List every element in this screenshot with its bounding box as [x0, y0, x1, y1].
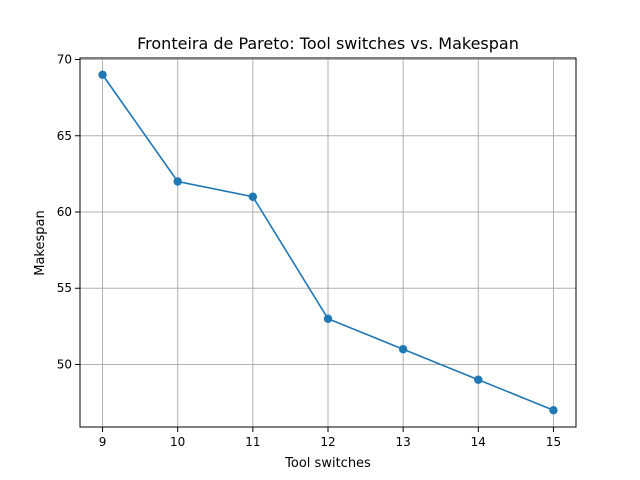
grid [80, 58, 576, 427]
data-point [474, 375, 483, 384]
data-point [398, 345, 408, 354]
data-point [323, 314, 333, 323]
y-tick-label: 65 [57, 129, 72, 143]
plot-area [98, 70, 558, 415]
y-tick-label: 55 [57, 281, 72, 295]
x-tick-label: 14 [471, 435, 486, 449]
data-point [549, 406, 558, 415]
y-axis: 50 55 60 65 70 [57, 53, 80, 371]
x-tick-label: 10 [170, 435, 185, 449]
y-axis-label: Makespan [33, 210, 48, 275]
x-tick-label: 11 [245, 435, 260, 449]
x-tick-label: 9 [99, 435, 107, 449]
x-tick-label: 13 [396, 435, 411, 449]
data-point [173, 177, 182, 186]
data-point [98, 70, 107, 79]
y-tick-label: 60 [57, 205, 72, 219]
y-tick-label: 70 [57, 53, 72, 67]
x-axis-label: Tool switches [284, 456, 371, 471]
x-tick-label: 15 [546, 435, 561, 449]
y-tick-label: 50 [57, 357, 72, 371]
x-axis: 9 10 11 12 13 14 15 [99, 427, 561, 449]
x-tick-label: 12 [320, 435, 335, 449]
chart-title: Fronteira de Pareto: Tool switches vs. M… [137, 34, 519, 53]
data-point [248, 192, 258, 201]
